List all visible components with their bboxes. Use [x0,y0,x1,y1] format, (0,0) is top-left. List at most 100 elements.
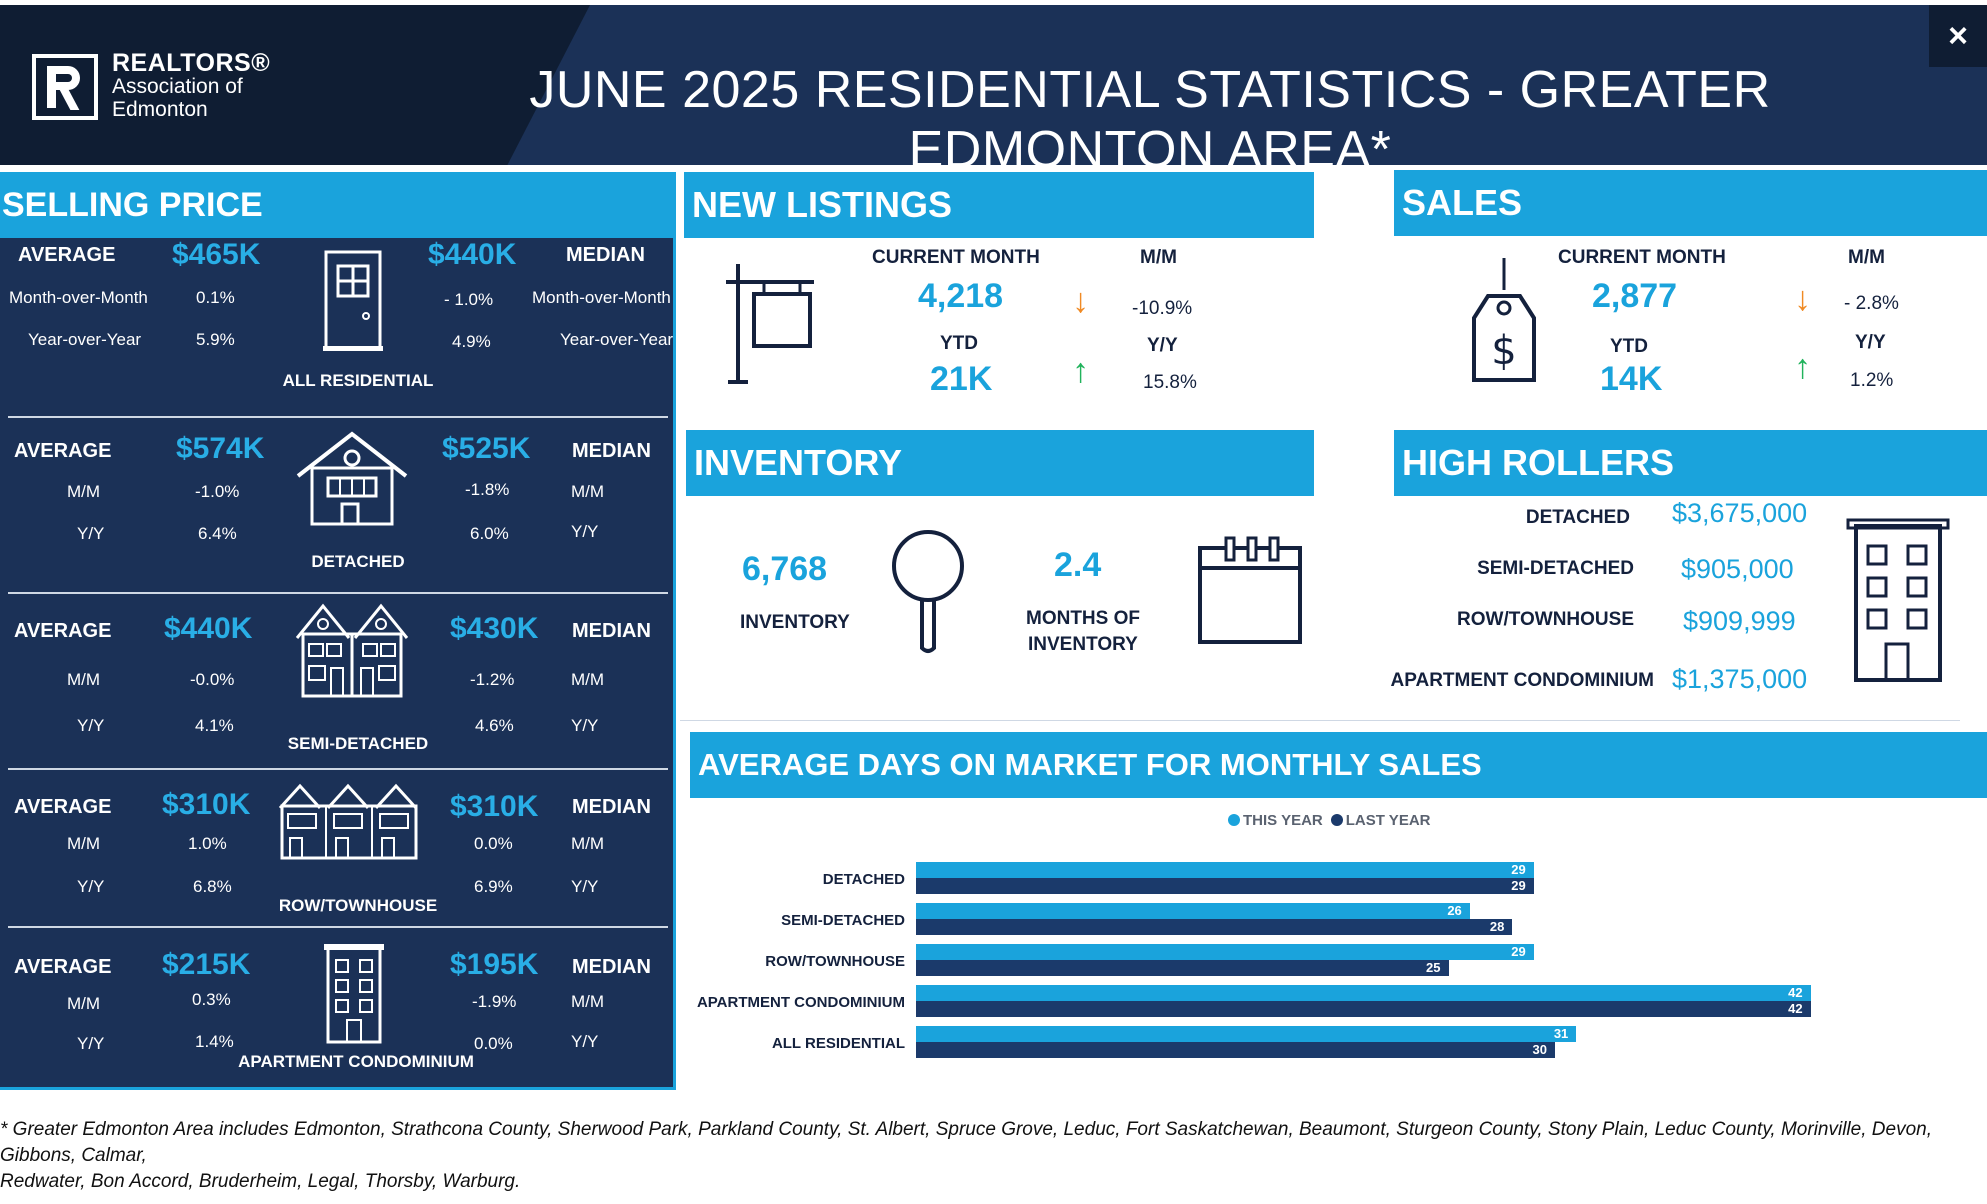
chart-bar-last-year: 25 [916,960,1449,976]
legend-last-year: LAST YEAR [1330,812,1430,829]
inventory-label: INVENTORY [740,612,850,633]
average-mm-change: -1.0% [195,482,240,501]
median-label: MEDIAN [572,620,651,642]
selling-price-panel: AVERAGE $465K $440K MEDIAN Month-over-Mo… [0,238,676,1090]
category-label: SEMI-DETACHED [287,734,429,753]
yy-label-left: Y/Y [77,877,105,896]
price-tag-icon: $ [1470,256,1538,391]
yy-label-left: Year-over-Year [28,330,142,349]
yy-label-left: Y/Y [77,1034,105,1053]
sales-mm-label: M/M [1848,247,1885,268]
mm-label-left: M/M [67,834,101,853]
up-arrow-icon: ↑ [1072,352,1089,390]
average-price: $440K [164,612,253,645]
chart-category-label: SEMI-DETACHED [781,912,905,929]
chart-bar-this-year: 29 [916,944,1534,960]
mm-label-right: M/M [571,670,605,689]
footnote: * Greater Edmonton Area includes Edmonto… [0,1117,1987,1195]
chart-data-label: 29 [1511,944,1526,959]
nl-ytd-label: YTD [940,333,978,354]
office-building-icon [1846,516,1950,689]
category-label: APARTMENT CONDOMINIUM [238,1052,474,1071]
semi-detached-icon [293,600,411,705]
header-top-line [0,0,1987,5]
high-rollers-title: HIGH ROLLERS [1394,430,1987,496]
section-separator [680,720,1960,721]
mm-label-left: Month-over-Month [9,288,148,307]
median-label: MEDIAN [572,796,651,818]
median-yy-change: 6.9% [474,877,513,896]
average-price: $310K [162,788,251,821]
sales-yy-label: Y/Y [1855,332,1886,353]
average-label: AVERAGE [14,956,112,978]
house-icon [294,428,410,533]
nl-yy-label: Y/Y [1147,335,1178,356]
yy-label-right: Y/Y [571,877,599,896]
svg-text:$: $ [1491,328,1516,374]
yy-label-right: Y/Y [571,1032,599,1051]
high-roller-value: $905,000 [1681,554,1794,584]
footnote-line-1: * Greater Edmonton Area includes Edmonto… [0,1119,1932,1166]
average-yy-change: 5.9% [196,330,235,349]
days-on-market-title: AVERAGE DAYS ON MARKET FOR MONTHLY SALES [690,732,1987,798]
close-button[interactable]: × [1929,5,1987,67]
median-price: $525K [442,432,531,465]
average-mm-change: -0.0% [190,670,235,689]
chart-data-label: 28 [1489,919,1505,934]
average-price: $215K [162,948,251,981]
average-mm-change: 1.0% [188,834,227,853]
legend-this-year: THIS YEAR [1228,812,1323,829]
selling-price-apartment-condominium: AVERAGE $215K $195K MEDIAN M/M 0.3% -1.9… [0,934,676,1090]
chart-category-label: DETACHED [822,871,905,888]
nl-yy-value: 15.8% [1143,372,1197,393]
selling-price-semi-detached: AVERAGE $440K $430K MEDIAN M/M -0.0% -1.… [0,600,676,770]
sales-yy-value: 1.2% [1850,370,1894,391]
down-arrow-icon: ↓ [1072,282,1089,320]
chart-category-label: ROW/TOWNHOUSE [765,953,905,970]
chart-category-label: ALL RESIDENTIAL [771,1035,905,1052]
logo-line-2: Association of [112,75,243,98]
page-title: JUNE 2025 RESIDENTIAL STATISTICS - GREAT… [529,61,1771,165]
apartment-icon [322,940,386,1051]
logo-line-3: Edmonton [112,98,208,121]
selling-price-all-residential: AVERAGE $465K $440K MEDIAN Month-over-Mo… [0,238,676,413]
median-price: $195K [450,948,539,981]
chart-data-label: 31 [1553,1026,1569,1041]
average-mm-change: 0.3% [192,990,231,1009]
new-listings-title: NEW LISTINGS [684,172,1314,238]
high-roller-value: $1,375,000 [1672,664,1808,694]
nl-mm-value: -10.9% [1132,298,1193,319]
chart-bar-last-year: 42 [916,1001,1811,1017]
sales-current-month-value: 2,877 [1592,277,1678,315]
yy-label-right: Year-over-Year [560,330,674,349]
chart-data-label: 25 [1426,960,1441,975]
median-price: $310K [450,790,539,823]
category-label: DETACHED [311,552,405,571]
average-mm-change: 0.1% [196,288,235,307]
door-icon [322,248,384,358]
chart-data-label: 30 [1532,1042,1547,1057]
section-divider [8,592,668,594]
mm-label-left: M/M [67,994,101,1013]
footnote-line-2: Redwater, Bon Accord, Bruderheim, Legal,… [0,1171,521,1192]
average-label: AVERAGE [18,244,116,266]
yy-label-left: Y/Y [77,524,105,543]
mm-label-right: Month-over-Month [532,288,671,307]
average-yy-change: 6.8% [193,877,232,896]
chart-bar-this-year: 29 [916,862,1534,878]
months-label-line-1: MONTHS OF [1026,608,1140,629]
section-divider [8,416,668,418]
average-label: AVERAGE [14,440,112,462]
magnifier-icon [888,526,968,661]
months-of-inventory-value: 2.4 [1054,546,1102,584]
chart-data-label: 29 [1511,862,1526,877]
page-header: REALTORS® Association of Edmonton JUNE 2… [0,0,1987,165]
median-price: $440K [428,238,517,271]
yy-label-right: Y/Y [571,522,599,541]
average-yy-change: 1.4% [195,1032,234,1051]
nl-ytd-value: 21K [930,360,993,398]
median-yy-change: 4.9% [452,332,491,351]
realtors-logo: REALTORS® Association of Edmonton [32,51,270,121]
nl-current-month-label: CURRENT MONTH [872,247,1040,268]
selling-price-detached: AVERAGE $574K $525K MEDIAN M/M -1.0% -1.… [0,428,676,588]
